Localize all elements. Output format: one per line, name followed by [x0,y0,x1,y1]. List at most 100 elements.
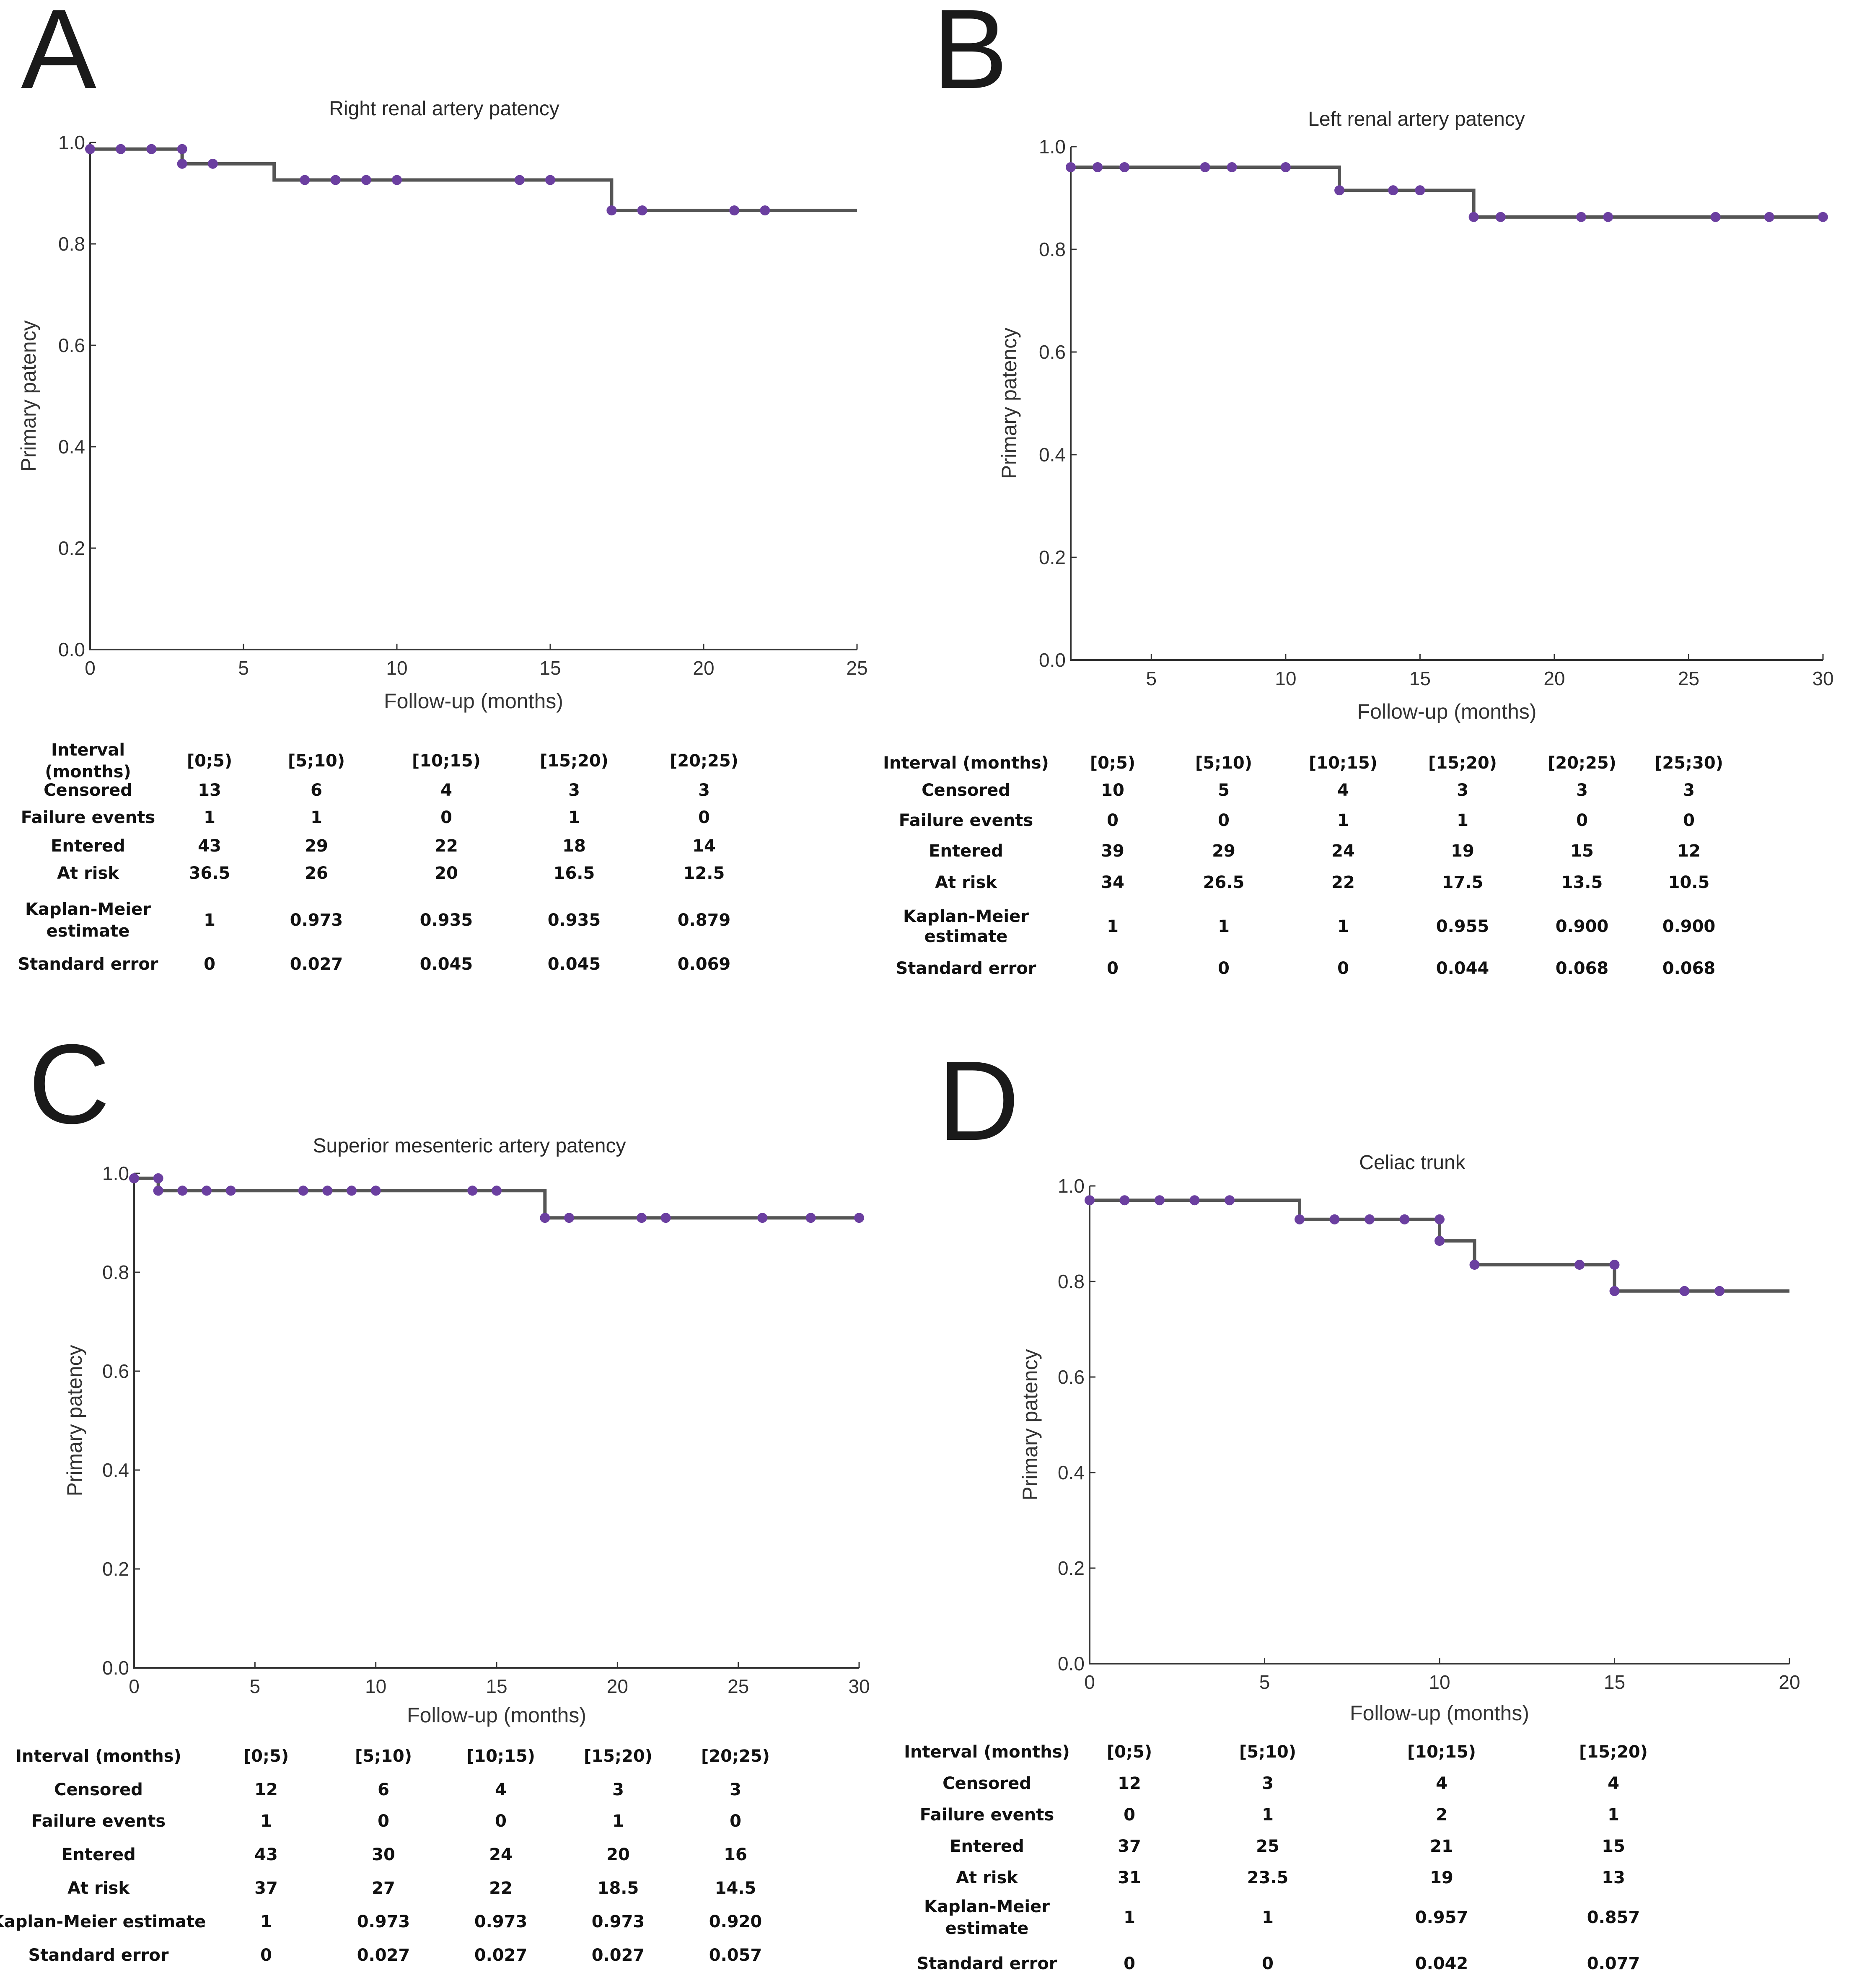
table-cell: 1 [204,808,215,827]
chart-title: Right renal artery patency [329,98,559,120]
table-row-label-line: estimate [945,1919,1029,1938]
table-row-label-line: Standard error [917,1954,1057,1973]
table-cell: 0.045 [420,955,473,974]
table-cell: 43 [254,1845,278,1864]
table-row-label: Censored [922,781,1010,800]
censor-point [1468,212,1479,222]
table-cell: 20 [435,864,458,883]
table-cell: 0.068 [1662,959,1716,978]
censor-point [1225,1195,1235,1206]
table-row-label-line: Censored [54,1780,143,1799]
censor-point [1435,1214,1445,1224]
table-cell: 0.027 [290,955,343,974]
y-tick-label: 0.2 [1058,1557,1085,1579]
censor-point [1603,212,1613,222]
censor-point [467,1186,478,1196]
table-row-label-line: Standard error [896,959,1036,978]
table-row-label-line: At risk [67,1879,130,1898]
axes-frame [1089,1186,1789,1664]
table-cell: 1 [1337,917,1349,936]
table-row-label: Entered [61,1845,136,1864]
table-row-label-line: (months) [45,762,131,782]
table-row-label: Entered [929,841,1003,861]
censor-point [545,175,555,185]
panel-letter: D [938,1038,1020,1164]
censor-point [177,158,187,169]
table-cell: 25 [1256,1837,1279,1856]
table-row-label-line: At risk [57,864,119,883]
table-cell: 1 [568,808,580,827]
x-tick-label: 10 [365,1675,386,1697]
table-cell: 0.044 [1436,959,1489,978]
table-cell: 19 [1430,1868,1453,1887]
table-cell: 12 [1677,841,1701,861]
table-column-header: [15;20) [1428,753,1497,773]
table-column-header: [10;15) [466,1747,535,1766]
table-cell: 1 [1124,1908,1135,1927]
censor-point [1329,1214,1340,1224]
table-row-label-line: Interval [51,740,125,760]
table-cell: 0 [1107,811,1119,830]
y-tick-label: 0.0 [1058,1653,1085,1675]
censor-point [361,175,371,185]
table-cell: 0.935 [548,911,601,930]
censor-point [1469,1260,1480,1270]
table-cell: 0 [1124,1805,1135,1825]
table-cell: 29 [305,836,328,856]
table-cell: 14.5 [715,1879,756,1898]
table-cell: 15 [1602,1837,1625,1856]
panel-c: C Superior mesenteric artery patency 0.0 0.… [0,1021,870,1965]
censor-point [85,144,95,154]
x-axis-label: Follow-up (months) [407,1703,586,1727]
chart-title: Superior mesenteric artery patency [313,1135,626,1157]
censor-point [1189,1195,1200,1206]
table-cell: 3 [1457,781,1468,800]
table-column-header: [25;30) [1655,753,1723,773]
table-row-label: Failure events [899,811,1033,830]
x-tick-label: 20 [1779,1671,1800,1693]
table-row-label-line: Kaplan-Meier [25,900,151,919]
censor-point [1119,1195,1130,1206]
axes-frame [89,142,857,650]
table-cell: 0 [440,808,452,827]
table-cell: 39 [1101,841,1124,861]
table-cell: 30 [372,1845,395,1864]
table-row-label: Interval (months) [904,1742,1070,1762]
panel-letter: C [28,1021,110,1147]
table-row-label-line: Failure events [21,808,155,827]
y-tick-label: 0.8 [1039,238,1066,260]
censor-point [637,1213,647,1223]
table-column-header: [0;5) [187,751,232,771]
y-tick-label: 1.0 [58,132,85,153]
table-cell: 0 [495,1812,507,1831]
censor-point [146,144,157,154]
table-row-label: Standard error [917,1954,1057,1973]
table-cell: 2 [1436,1805,1447,1825]
table-row-label-line: Censored [922,781,1010,800]
x-tick-label: 15 [1409,668,1431,689]
table-row-label-line: Entered [51,836,125,856]
y-tick-label: 0.4 [102,1459,129,1481]
table-row-label: Standard error [18,955,158,974]
panel-letter: A [21,0,97,112]
table-cell: 0 [1262,1954,1274,1973]
y-tick-label: 0.8 [102,1261,129,1283]
table-cell: 12 [1118,1774,1141,1793]
table-cell: 0.027 [357,1946,410,1965]
censor-point [1365,1214,1375,1224]
table-cell: 6 [311,781,322,800]
table-cell: 12.5 [684,864,725,883]
life-table: Interval (months) Censored Failure events E… [883,753,1723,978]
table-cell: 23.5 [1247,1868,1289,1887]
y-tick-label: 0.2 [102,1558,129,1580]
km-step-line [134,1176,859,1220]
table-cell: 22 [435,836,458,856]
table-row-label-line: Censored [943,1774,1031,1793]
table-cell: 0.935 [420,911,473,930]
table-row-label-line: Standard error [18,955,158,974]
x-tick-label: 20 [607,1675,628,1697]
table-row-label-line: Interval (months) [16,1747,181,1766]
x-tick-label: 15 [486,1675,507,1697]
table-row-label: Kaplan-Meier estimate [0,1912,206,1931]
